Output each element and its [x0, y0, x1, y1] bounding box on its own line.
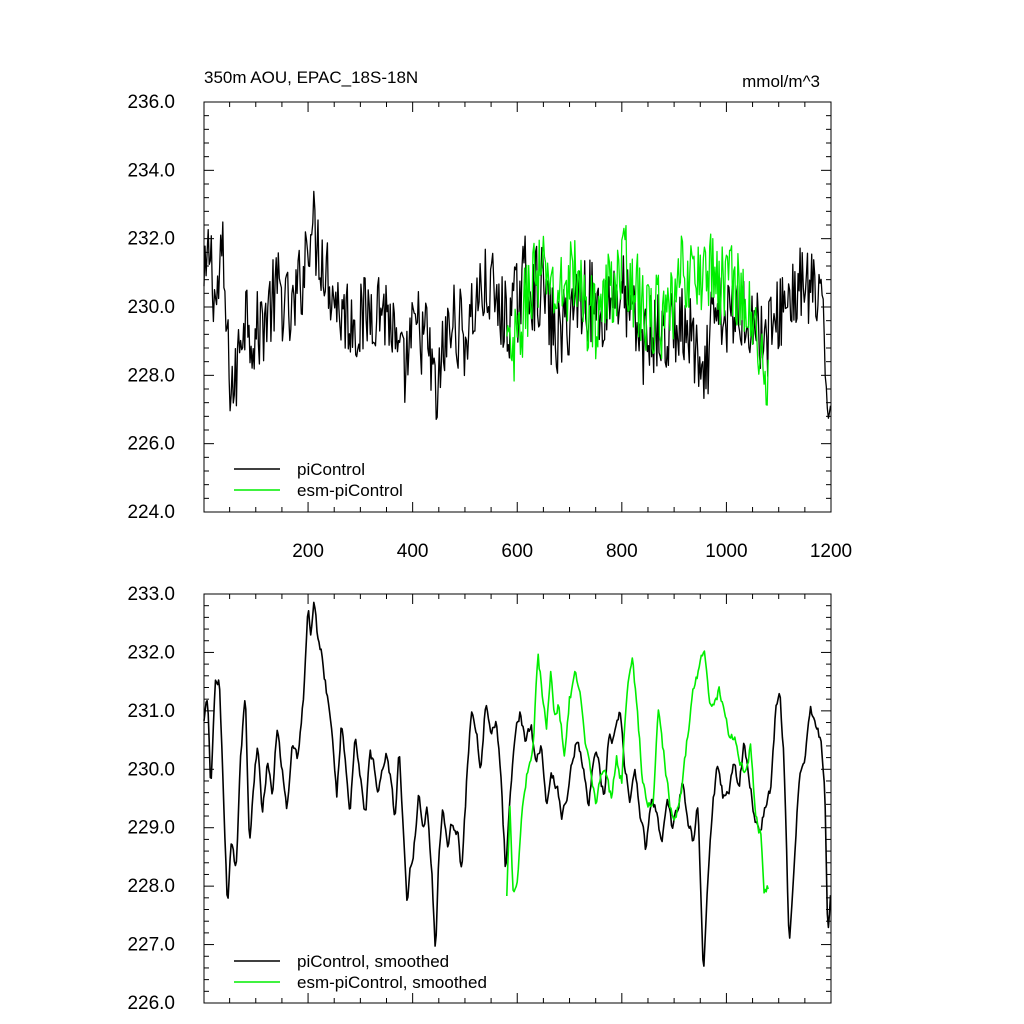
top-y-tick-label: 228.0 [127, 365, 175, 386]
top-y-tick-label: 224.0 [127, 502, 175, 523]
x-tick-label: 800 [606, 541, 638, 562]
chart-title: 350m AOU, EPAC_18S-18N [204, 68, 418, 87]
bottom-y-axis: 226.0 227.0 228.0 229.0 230.0 231.0 232.0 233.0 [127, 584, 831, 1014]
x-tick-label: 600 [501, 541, 533, 562]
top-series-line-0 [203, 190, 832, 421]
top-chart-panel: 350m AOU, EPAC_18S-18N mmol/m^3 224.0 226… [127, 68, 852, 562]
x-tick-label: 200 [292, 541, 324, 562]
bottom-y-tick-label: 233.0 [127, 584, 175, 605]
top-y-axis: 224.0 226.0 228.0 230.0 232.0 234.0 236.0 [127, 92, 831, 523]
top-legend: piControl esm-piControl [234, 460, 403, 500]
top-x-axis: 200 400 600 800 1000 1200 [229, 102, 852, 562]
units-label: mmol/m^3 [742, 72, 820, 91]
top-y-tick-label: 226.0 [127, 434, 175, 455]
x-tick-label: 1200 [810, 541, 852, 562]
bottom-y-tick-label: 227.0 [127, 935, 175, 956]
legend-label-picontrol: piControl [297, 460, 365, 479]
bottom-series-lines [203, 601, 832, 967]
bottom-chart-panel: 226.0 227.0 228.0 229.0 230.0 231.0 232.0 233.0… [127, 584, 832, 1014]
top-series-lines [203, 190, 832, 421]
bottom-legend: piControl, smoothed esm-piControl, smoot… [234, 952, 487, 992]
top-y-tick-label: 232.0 [127, 229, 175, 250]
bottom-y-tick-label: 232.0 [127, 642, 175, 663]
bottom-y-tick-label: 226.0 [127, 993, 175, 1014]
bottom-plot-frame [203, 593, 832, 1004]
legend-label-esm-picontrol: esm-piControl [297, 481, 403, 500]
legend-label-esm-picontrol-smoothed: esm-piControl, smoothed [297, 973, 487, 992]
bottom-y-tick-label: 228.0 [127, 876, 175, 897]
bottom-series-line-1 [506, 650, 769, 897]
bottom-y-tick-label: 230.0 [127, 759, 175, 780]
bottom-y-tick-label: 231.0 [127, 701, 175, 722]
bottom-series-line-0 [203, 601, 832, 967]
top-series-line-1 [506, 224, 769, 406]
top-y-tick-label: 234.0 [127, 160, 175, 181]
top-y-tick-label: 236.0 [127, 92, 175, 113]
top-y-tick-label: 230.0 [127, 297, 175, 318]
bottom-x-axis [229, 594, 832, 1003]
x-tick-label: 400 [397, 541, 429, 562]
bottom-y-tick-label: 229.0 [127, 818, 175, 839]
legend-label-picontrol-smoothed: piControl, smoothed [297, 952, 449, 971]
x-tick-label: 1000 [705, 541, 747, 562]
